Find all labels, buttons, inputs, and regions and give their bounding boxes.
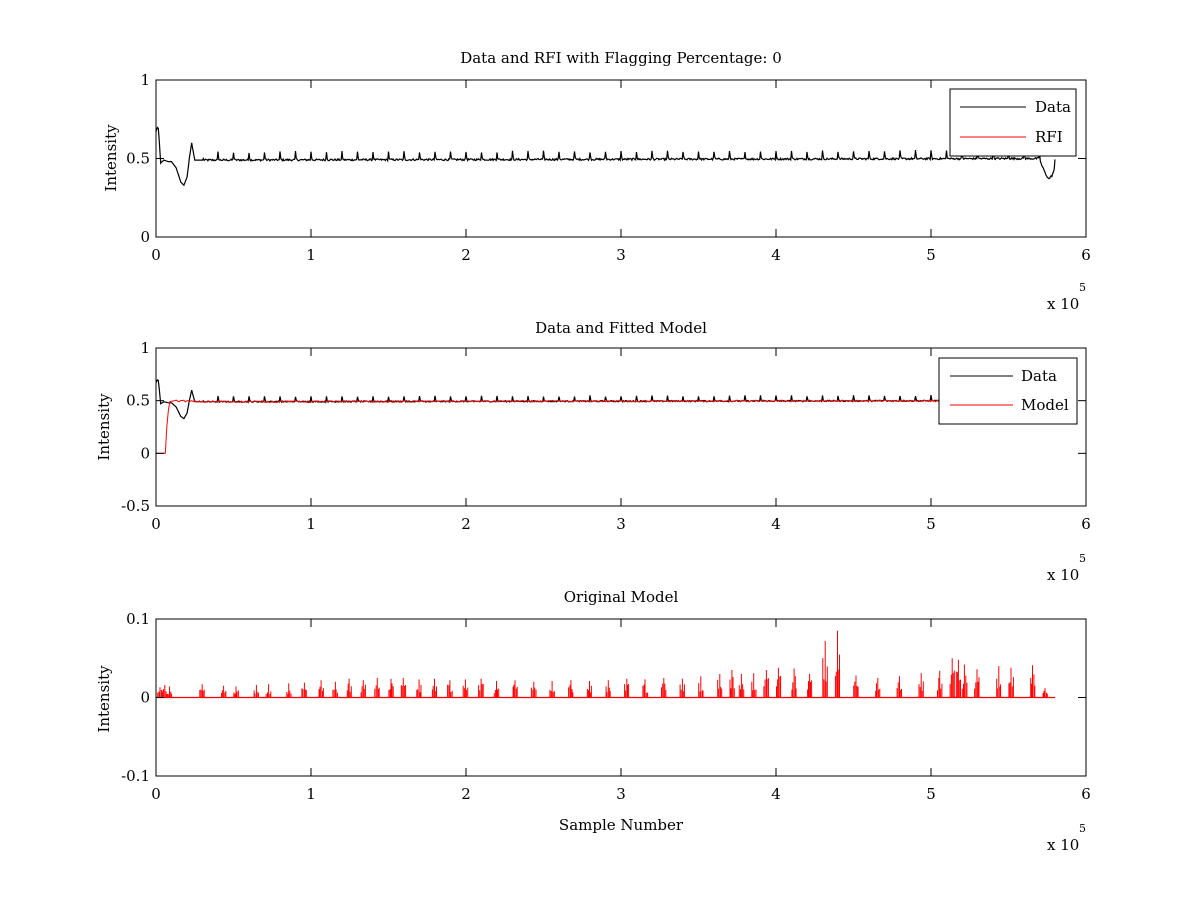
- panel-2-legend: Data Model: [938, 357, 1078, 425]
- x-tick-label: 5: [926, 515, 936, 533]
- x-tick-label: 1: [306, 515, 316, 533]
- panel-2-ticks: 0 1 2 3 4 5 6-0.500.51: [121, 339, 1091, 533]
- panel-1-legend-label-data: Data: [1035, 98, 1071, 116]
- panel-1: Data and RFI with Flagging Percentage: 0…: [102, 49, 1091, 313]
- x-tick-label: 6: [1081, 515, 1091, 533]
- x-tick-label: 3: [616, 785, 626, 803]
- y-tick-label: 1: [140, 339, 150, 357]
- panel-2-ylabel: Intensity: [95, 393, 113, 461]
- panel-3-x-multiplier: x 10 5: [1047, 822, 1086, 854]
- x-tick-label: 4: [771, 515, 781, 533]
- panel-1-axes-box: [155, 79, 1087, 238]
- panel-2-legend-box: [938, 357, 1078, 425]
- y-tick-label: 0.5: [126, 150, 150, 168]
- x-tick-label: 0: [151, 515, 161, 533]
- panel-2-x-multiplier-base: x 10: [1047, 566, 1079, 584]
- panel-1-x-multiplier-base: x 10: [1047, 295, 1079, 313]
- x-tick-label: 3: [616, 246, 626, 264]
- panel-3-x-multiplier-exp: 5: [1079, 822, 1086, 835]
- x-tick-label: 4: [771, 246, 781, 264]
- panel-1-legend-box: [949, 88, 1077, 157]
- panel-3-ylabel: Intensity: [95, 665, 113, 733]
- x-tick-label: 1: [306, 785, 316, 803]
- panel-3-plot-area: [156, 630, 1055, 699]
- panel-1-ticks: 0 1 2 3 4 5 6 0 0.5 1: [126, 71, 1091, 264]
- x-tick-label: 0: [151, 246, 161, 264]
- x-tick-label: 4: [771, 785, 781, 803]
- y-tick-label: 1: [140, 71, 150, 89]
- y-tick-label: 0: [140, 689, 150, 707]
- series-line-model: [156, 399, 1056, 454]
- panel-3-title: Original Model: [564, 588, 679, 606]
- y-tick-label: -0.5: [121, 497, 150, 515]
- panel-3-xlabel: Sample Number: [559, 816, 684, 834]
- panel-2-x-multiplier-exp: 5: [1079, 552, 1086, 565]
- panel-3-ticks: 0 1 2 3 4 5 6-0.100.1: [121, 610, 1091, 803]
- series-line-data: [155, 379, 1056, 420]
- panel-1-x-multiplier-exp: 5: [1079, 281, 1086, 294]
- x-tick-label: 3: [616, 515, 626, 533]
- x-tick-label: 6: [1081, 785, 1091, 803]
- y-tick-label: -0.1: [121, 767, 150, 785]
- panel-1-legend: Data RFI: [949, 88, 1077, 157]
- x-tick-label: 0: [151, 785, 161, 803]
- x-tick-label: 6: [1081, 246, 1091, 264]
- panel-2-title: Data and Fitted Model: [535, 319, 707, 337]
- panel-1-ylabel: Intensity: [102, 124, 120, 192]
- y-tick-label: 0.5: [126, 392, 150, 410]
- x-tick-label: 2: [461, 515, 471, 533]
- panel-3-x-multiplier-base: x 10: [1047, 836, 1079, 854]
- panel-1-legend-label-rfi: RFI: [1035, 128, 1063, 146]
- panel-3: Original Model Intensity 0 1 2 3 4 5 6-0.100.1…: [95, 588, 1091, 854]
- y-tick-label: 0: [140, 228, 150, 246]
- panel-1-title: Data and RFI with Flagging Percentage: 0: [460, 49, 782, 67]
- y-tick-label: 0.1: [126, 610, 150, 628]
- panel-1-plot-area: [155, 126, 1056, 187]
- panel-2-legend-label-data: Data: [1021, 367, 1057, 385]
- panel-1-x-multiplier: x 10 5: [1047, 281, 1086, 313]
- x-tick-label: 2: [461, 246, 471, 264]
- series-line-data: [155, 126, 1056, 187]
- panel-2-plot-area: [155, 379, 1056, 454]
- y-tick-label: 0: [140, 444, 150, 462]
- x-tick-label: 5: [926, 785, 936, 803]
- x-tick-label: 1: [306, 246, 316, 264]
- x-tick-label: 2: [461, 785, 471, 803]
- panel-2: Data and Fitted Model Intensity 0 1 2 3 4 5 6 -…: [95, 319, 1091, 584]
- panel-2-legend-label-model: Model: [1021, 396, 1069, 414]
- x-tick-label: 5: [926, 246, 936, 264]
- panel-2-x-multiplier: x 10 5: [1047, 552, 1086, 584]
